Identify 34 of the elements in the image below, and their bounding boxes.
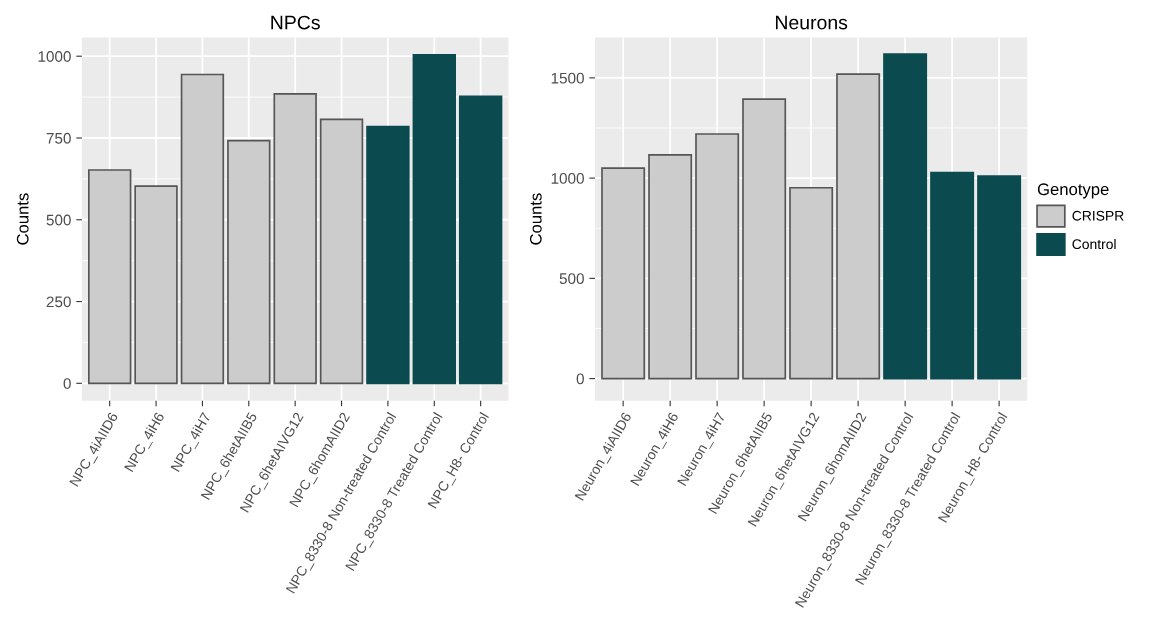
bar xyxy=(180,73,225,385)
bar xyxy=(87,169,132,385)
y-tick-label: 500 xyxy=(46,214,71,226)
legend-title: Genotype xyxy=(1037,183,1109,199)
y-tick-label: 500 xyxy=(559,273,584,285)
bar xyxy=(789,186,834,380)
bar xyxy=(836,73,881,380)
y-axis-title: Counts xyxy=(16,193,29,245)
legend-label: CRISPR xyxy=(1072,210,1124,221)
y-axis-title: Counts xyxy=(529,193,542,245)
bar xyxy=(648,154,693,380)
bar xyxy=(227,139,271,385)
bar xyxy=(742,98,787,380)
bar xyxy=(412,54,456,385)
bar xyxy=(134,185,178,385)
y-tick-label: 1000 xyxy=(38,51,71,62)
y-tick-label: 250 xyxy=(46,296,71,308)
y-tick-label: 1000 xyxy=(551,172,584,184)
y-tick-label: 0 xyxy=(576,373,584,385)
bar xyxy=(458,95,503,385)
bar xyxy=(695,133,740,380)
bar xyxy=(366,125,410,385)
bar xyxy=(883,53,928,380)
y-tick-label: 0 xyxy=(63,378,71,389)
bar xyxy=(601,167,646,380)
chart-title: Neurons xyxy=(775,15,848,30)
bar xyxy=(930,171,975,380)
bar xyxy=(319,118,364,385)
y-tick-label: 750 xyxy=(46,132,71,144)
bar xyxy=(273,92,317,385)
chart-title: NPCs xyxy=(271,15,320,30)
legend-label: Control xyxy=(1072,238,1116,250)
y-tick-label: 1500 xyxy=(551,72,584,84)
bar xyxy=(977,175,1022,380)
